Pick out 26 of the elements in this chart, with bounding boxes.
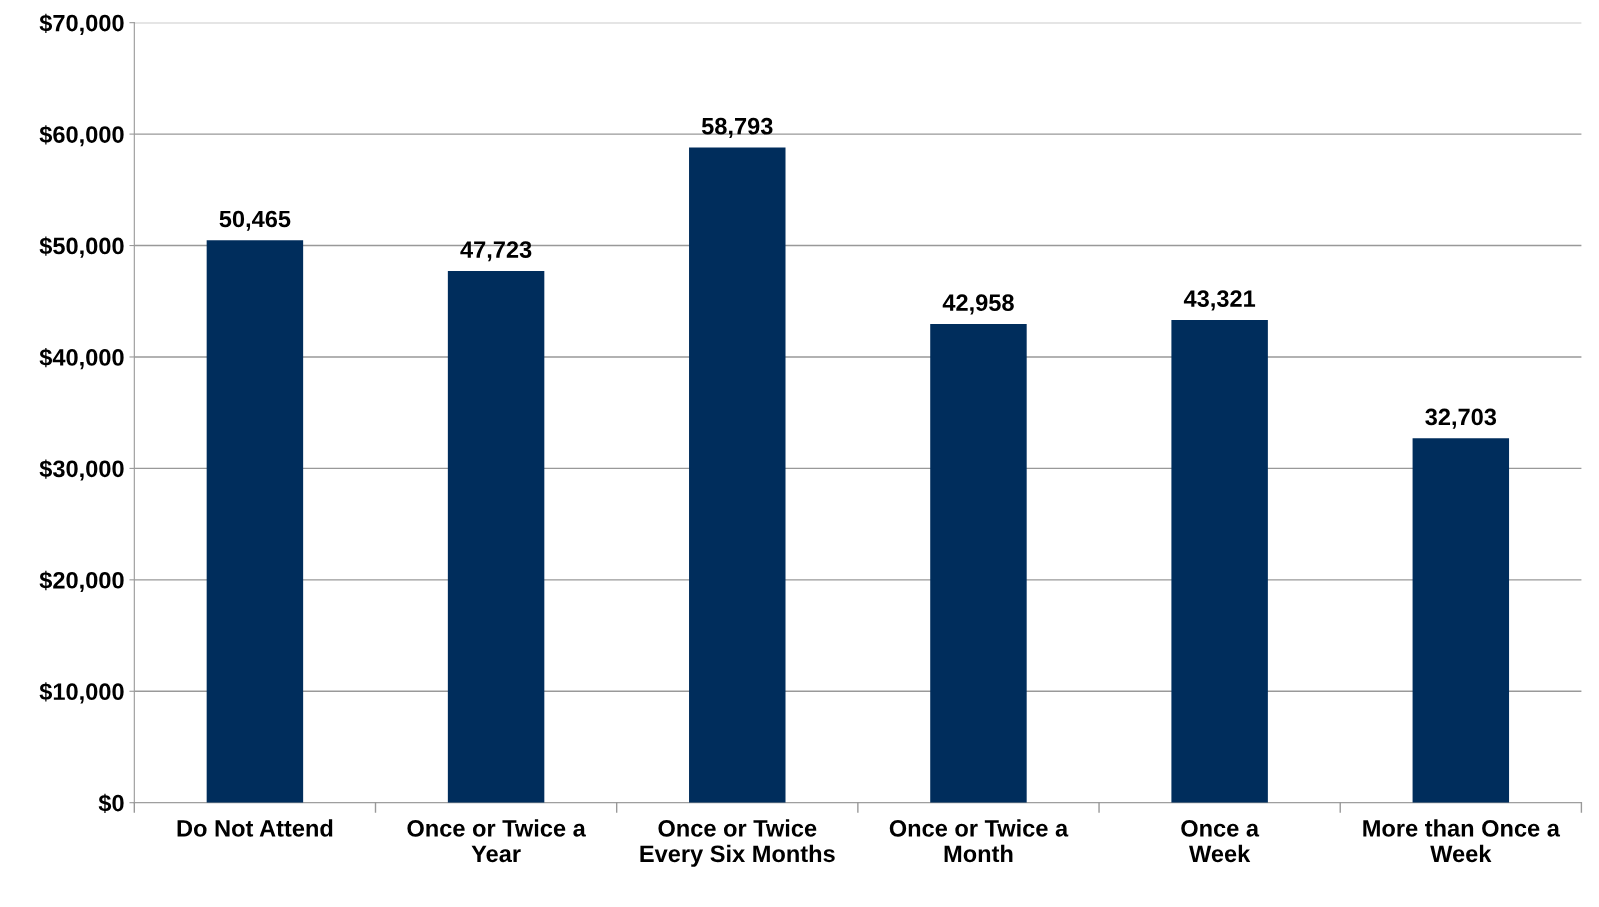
- x-tick-label: Once a Week: [1181, 819, 1260, 863]
- y-tick-label: $60,000: [39, 125, 124, 147]
- data-label: 42,958: [942, 294, 1014, 315]
- x-tick-label: Once or Twice Every Six Months: [640, 819, 835, 867]
- x-tick-label: Once or Twice a Year: [407, 819, 586, 863]
- y-tick-label: $70,000: [39, 13, 124, 35]
- y-tick-label: $20,000: [39, 570, 124, 593]
- y-tick-label: $10,000: [39, 682, 124, 704]
- y-tick-label: $40,000: [39, 348, 124, 370]
- x-tick-label: Do Not Attend: [177, 819, 333, 837]
- bar: [930, 324, 1027, 803]
- bar: [1171, 319, 1268, 803]
- data-label: 32,703: [1425, 408, 1497, 429]
- bar: [206, 240, 304, 803]
- bar: [689, 147, 786, 803]
- x-tick-label: More than Once a Week: [1363, 819, 1561, 863]
- data-label: 47,723: [460, 241, 532, 262]
- y-tick-label: $30,000: [39, 459, 124, 481]
- data-label: 43,321: [1183, 290, 1256, 311]
- y-tick-label: $50,000: [39, 236, 124, 258]
- data-label: 50,465: [219, 210, 291, 231]
- bar: [1412, 438, 1510, 803]
- x-tick-label: Once or Twice a Month: [889, 819, 1069, 863]
- y-tick-label: $0: [98, 793, 124, 813]
- data-label: 58,793: [701, 117, 773, 138]
- bar: [447, 270, 545, 803]
